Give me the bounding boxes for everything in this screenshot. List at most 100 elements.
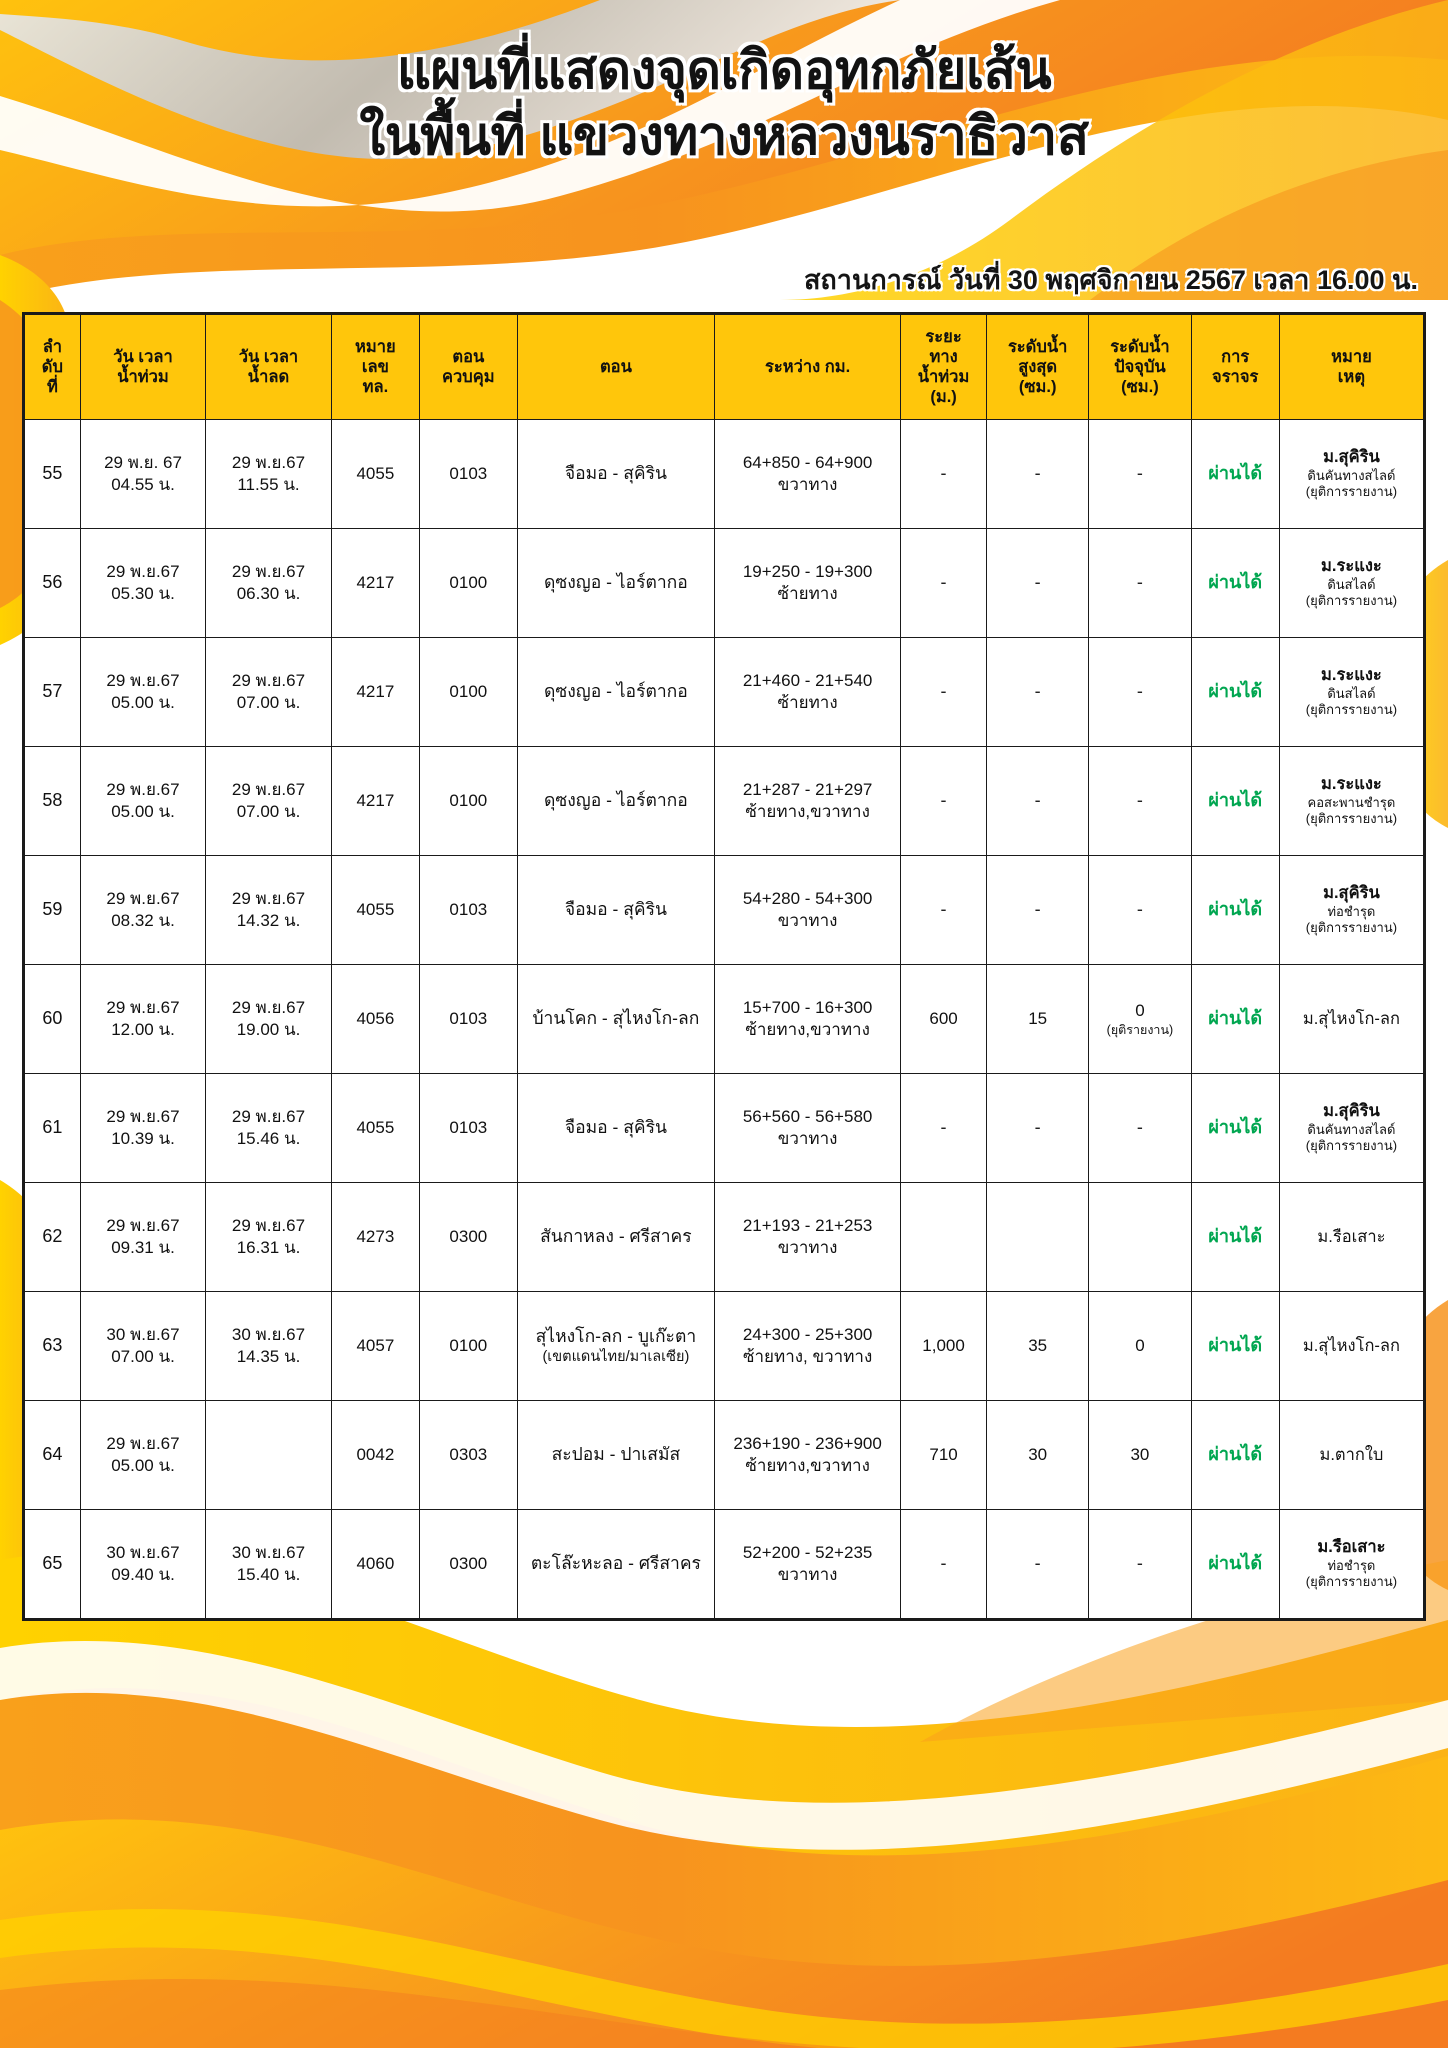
cell-section-name: จือมอ - สุคิริน [516,855,716,965]
cell-no: 56 [24,528,81,638]
cell-flood-length: - [900,419,988,529]
cell-traffic-status: ผ่านได้ [1190,1182,1280,1292]
cell-traffic-status: ผ่านได้ [1190,637,1280,747]
column-header-control: ตอน ควบคุม [419,314,518,420]
cell-flood-end: 29 พ.ย.67 07.00 น. [205,637,332,747]
cell-flood-length: - [900,1073,988,1183]
cell-flood-length: 710 [900,1400,988,1510]
cell-between-km: 24+300 - 25+300 ซ้ายทาง, ขวาทาง [714,1291,902,1401]
table-row: 61 29 พ.ย.67 10.39 น. 29 พ.ย.67 15.46 น. 4055… [24,1073,1425,1183]
cell-traffic-status: ผ่านได้ [1190,1291,1280,1401]
cell-current-water-level: - [1088,1073,1192,1183]
cell-section-name: จือมอ - สุคิริน [516,1073,716,1183]
cell-section-name: ดุซงญอ - ไอร์ตากอ [516,746,716,856]
cell-traffic-status: ผ่านได้ [1190,855,1280,965]
cell-traffic-status: ผ่านได้ [1190,964,1280,1074]
cell-no: 63 [24,1291,81,1401]
cell-between-km: 56+560 - 56+580 ขวาทาง [714,1073,902,1183]
cell-flood-length [900,1182,988,1292]
cell-section-name: สันกาหลง - ศรีสาคร [516,1182,716,1292]
cell-between-km: 64+850 - 64+900 ขวาทาง [714,419,902,529]
cell-control-section: 0100 [419,1291,518,1401]
table-row: 62 29 พ.ย.67 09.31 น. 29 พ.ย.67 16.31 น. 4273… [24,1182,1425,1292]
column-header-no: ลำ ดับ ที่ [24,314,81,420]
cell-max-water-level: 30 [986,1400,1090,1510]
column-header-length: ระยะ ทาง น้ำท่วม (ม.) [900,314,988,420]
cell-control-section: 0103 [419,419,518,529]
cell-max-water-level: - [986,855,1090,965]
cell-route-number: 4055 [330,419,421,529]
table-row: 64 29 พ.ย.67 05.00 น. 0042 0303 สะปอม - ปาเสม… [24,1400,1425,1510]
cell-flood-length: 1,000 [900,1291,988,1401]
cell-section-name: ดุซงญอ - ไอร์ตากอ [516,637,716,747]
column-header-start: วัน เวลา น้ำท่วม [79,314,207,420]
cell-current-water-level: - [1088,855,1192,965]
page-header: แผนที่แสดงจุดเกิดอุทกภัยเส้น ในพื้นที่ แ… [0,0,1448,300]
cell-flood-end: 29 พ.ย.67 14.32 น. [205,855,332,965]
cell-max-water-level: - [986,637,1090,747]
cell-control-section: 0100 [419,746,518,856]
column-header-cur_level: ระดับน้ำ ปัจจุบัน (ซม.) [1088,314,1192,420]
cell-between-km: 54+280 - 54+300 ขวาทาง [714,855,902,965]
cell-no: 55 [24,419,81,529]
cell-flood-start: 29 พ.ย.67 05.00 น. [79,746,207,856]
cell-max-water-level [986,1182,1090,1292]
cell-flood-start: 29 พ.ย.67 08.32 น. [79,855,207,965]
cell-traffic-status: ผ่านได้ [1190,1509,1280,1619]
cell-traffic-status: ผ่านได้ [1190,746,1280,856]
table-row: 55 29 พ.ย. 67 04.55 น. 29 พ.ย.67 11.55 น. 405… [24,419,1425,529]
cell-section-name: บ้านโคก - สุไหงโก-ลก [516,964,716,1074]
column-header-max_level: ระดับน้ำ สูงสุด (ซม.) [986,314,1090,420]
cell-route-number: 4055 [330,1073,421,1183]
cell-current-water-level [1088,1182,1192,1292]
cell-flood-start: 29 พ.ย. 67 04.55 น. [79,419,207,529]
cell-flood-start: 29 พ.ย.67 05.00 น. [79,637,207,747]
cell-section-name: สุไหงโก-ลก - บูเก๊ะตา (เขตแดนไทย/มาเลเซีย… [516,1291,716,1401]
cell-route-number: 4273 [330,1182,421,1292]
cell-max-water-level: 35 [986,1291,1090,1401]
cell-current-water-level: - [1088,419,1192,529]
cell-flood-length: - [900,855,988,965]
cell-current-water-level: 30 [1088,1400,1192,1510]
cell-route-number: 4060 [330,1509,421,1619]
cell-flood-start: 30 พ.ย.67 07.00 น. [79,1291,207,1401]
cell-flood-end: 29 พ.ย.67 16.31 น. [205,1182,332,1292]
column-header-between: ระหว่าง กม. [714,314,902,420]
cell-traffic-status: ผ่านได้ [1190,528,1280,638]
cell-traffic-status: ผ่านได้ [1190,419,1280,529]
cell-control-section: 0103 [419,855,518,965]
cell-section-name: ตะโล๊ะหะลอ - ศรีสาคร [516,1509,716,1619]
cell-no: 60 [24,964,81,1074]
cell-no: 58 [24,746,81,856]
cell-control-section: 0303 [419,1400,518,1510]
cell-between-km: 21+460 - 21+540 ซ้ายทาง [714,637,902,747]
page-title-line-2: ในพื้นที่ แขวงทางหลวงนราธิวาส [359,106,1089,166]
cell-flood-end: 29 พ.ย.67 15.46 น. [205,1073,332,1183]
table-header-row: ลำ ดับ ที่ วัน เวลา น้ำท่วม วัน เวลา น้ำลด หมาย… [24,314,1425,420]
cell-remark: ม.ระแงะ ดินสไลด์ (ยุติการรายงาน) [1278,637,1425,747]
cell-control-section: 0100 [419,528,518,638]
cell-no: 57 [24,637,81,747]
cell-flood-end: 29 พ.ย.67 06.30 น. [205,528,332,638]
cell-flood-length: - [900,528,988,638]
cell-remark: ม.ระแงะ คอสะพานชำรุด (ยุติการรายงาน) [1278,746,1425,856]
table-row: 60 29 พ.ย.67 12.00 น. 29 พ.ย.67 19.00 น. 4056… [24,964,1425,1074]
cell-section-name: สะปอม - ปาเสมัส [516,1400,716,1510]
table-row: 65 30 พ.ย.67 09.40 น. 30 พ.ย.67 15.40 น. 4060… [24,1509,1425,1619]
cell-route-number: 0042 [330,1400,421,1510]
cell-flood-end: 29 พ.ย.67 19.00 น. [205,964,332,1074]
cell-flood-length: - [900,746,988,856]
table-row: 56 29 พ.ย.67 05.30 น. 29 พ.ย.67 06.30 น. 4217… [24,528,1425,638]
cell-route-number: 4217 [330,637,421,747]
cell-max-water-level: - [986,746,1090,856]
situation-timestamp: สถานการณ์ วันที่ 30 พฤศจิกายน 2567 เวลา … [803,265,1418,295]
cell-flood-start: 29 พ.ย.67 10.39 น. [79,1073,207,1183]
cell-control-section: 0103 [419,1073,518,1183]
cell-max-water-level: - [986,1073,1090,1183]
cell-remark: ม.สุคิริน ท่อชำรุด (ยุติการรายงาน) [1278,855,1425,965]
cell-flood-start: 29 พ.ย.67 05.00 น. [79,1400,207,1510]
cell-current-water-level: 0 [1088,1291,1192,1401]
cell-flood-length: 600 [900,964,988,1074]
cell-remark: ม.ตากใบ [1278,1400,1425,1510]
page-title-line-1: แผนที่แสดงจุดเกิดอุทกภัยเส้น [396,41,1052,100]
